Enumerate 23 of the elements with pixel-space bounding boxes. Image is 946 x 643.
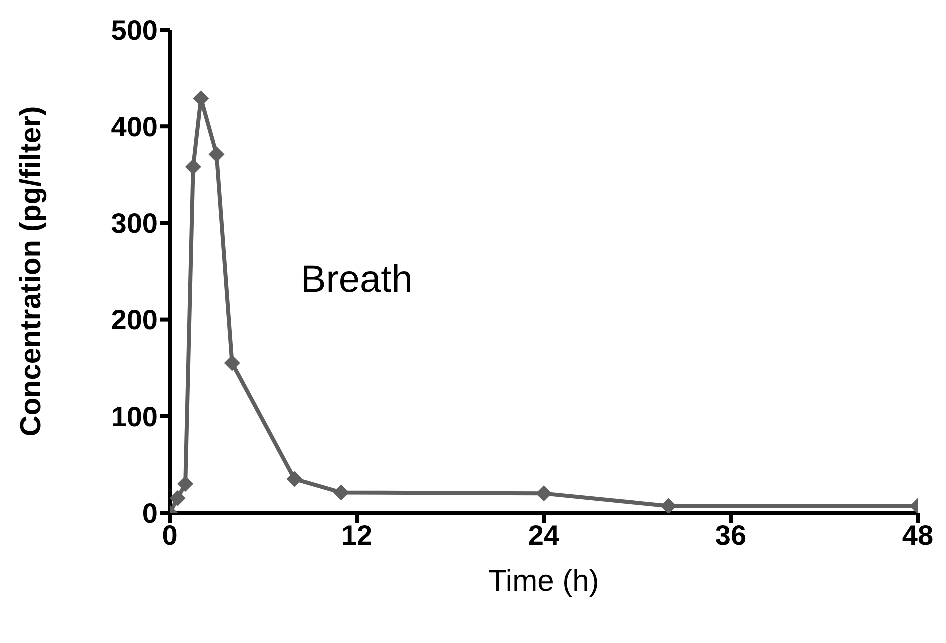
point [224, 355, 240, 372]
y-tick-label: 300 [111, 208, 158, 240]
point [185, 159, 202, 176]
point [536, 486, 552, 502]
y-tick-label: 500 [111, 14, 158, 46]
x-tick-label: 24 [528, 520, 560, 551]
point [178, 476, 194, 492]
point [286, 471, 303, 488]
point [660, 498, 677, 513]
y-tick-label: 200 [111, 304, 158, 336]
point [333, 484, 350, 501]
x-tick-label: 0 [162, 520, 178, 551]
annotation: Breath [300, 259, 413, 301]
y-tick-label: 100 [111, 401, 158, 432]
x-tick-label: 36 [715, 520, 747, 551]
y-axis-title: Concentration (pg/filter) [15, 106, 48, 437]
x-tick-label: 12 [341, 520, 373, 551]
point [170, 490, 186, 507]
y-tick-label: 0 [142, 498, 158, 529]
y-tick-label: 400 [111, 112, 158, 143]
x-tick-label: 48 [902, 520, 934, 551]
x-axis-title: Time (h) [488, 565, 600, 598]
point [208, 146, 225, 163]
